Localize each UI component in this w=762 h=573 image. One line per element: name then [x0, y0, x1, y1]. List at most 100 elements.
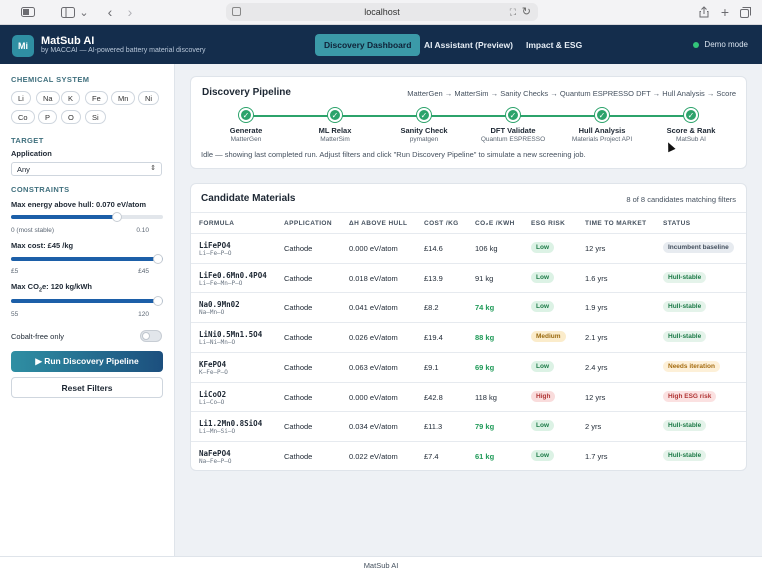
application-label: Application [11, 149, 52, 158]
time-to-market-cell: 1.7 yrs [585, 451, 608, 461]
plus-icon[interactable]: + [720, 4, 730, 20]
table-row[interactable]: Na0.9Mn02 Na–Mn–O Cathode 0.041 eV/atom £8.2… [191, 292, 746, 322]
check-icon: ✓ [595, 108, 609, 122]
cobalt-free-toggle[interactable] [140, 330, 162, 342]
run-pipeline-button[interactable]: ▶ Run Discovery Pipeline [11, 351, 163, 372]
pipeline-step: ✓ Score & Rank MatSub AI [646, 108, 736, 143]
cost-max-label: £45 [138, 268, 149, 275]
chemical-system-heading: CHEMICAL SYSTEM [11, 75, 90, 84]
table-row[interactable]: LiFe0.6Mn0.4PO4 Li–Fe–Mn–P–O Cathode 0.018 … [191, 262, 746, 293]
hull-min-label: 0 (most stable) [11, 227, 54, 234]
sidebar-icon[interactable] [60, 5, 76, 19]
column-header[interactable]: ESG RISK [531, 220, 566, 227]
table-row[interactable]: LiNi0.5Mn1.5O4 Li–Ni–Mn–O Cathode 0.026 eV/… [191, 322, 746, 352]
hull-slider-handle[interactable] [112, 212, 123, 222]
table-row[interactable]: LiFePO4 Li–Fe–P–O Cathode 0.000 eV/atom £14.… [191, 233, 746, 263]
status-badge: Needs iteration [663, 360, 720, 372]
time-to-market-cell: 1.9 yrs [585, 303, 608, 313]
tabs-icon[interactable] [739, 5, 751, 19]
formula-elements: Na–Mn–O [199, 309, 225, 317]
filter-sidebar [0, 64, 175, 556]
column-header[interactable]: ΔH ABOVE HULL [349, 220, 408, 227]
check-icon: ✓ [506, 108, 520, 122]
table-row[interactable]: Li1.2Mn0.8SiO4 Li–Mn–Si–O Cathode 0.034 eV/… [191, 411, 746, 441]
translate-icon[interactable]: ⛶ [509, 7, 516, 17]
table-row[interactable]: NaFePO4 Na–Fe–P–O Cathode 0.022 eV/atom £7.4… [191, 440, 746, 471]
table-row[interactable]: KFePO4 K–Fe–P–O Cathode 0.063 eV/atom £9.1 69… [191, 351, 746, 382]
column-header[interactable]: APPLICATION [284, 220, 332, 227]
element-chip-fe[interactable]: Fe [85, 91, 108, 105]
esg-risk-badge: Low [531, 271, 554, 283]
check-icon: ✓ [328, 108, 342, 122]
pipeline-flow: MatterGen → MatterSim → Sanity Checks → … [407, 89, 736, 98]
esg-risk-badge: Medium [531, 331, 566, 343]
cost-slider-handle[interactable] [153, 254, 163, 264]
time-to-market-cell: 2 yrs [585, 422, 602, 432]
demo-mode-indicator: Demo mode [693, 40, 748, 49]
application-cell: Cathode [284, 451, 313, 461]
column-header[interactable]: STATUS [663, 220, 691, 227]
co2-slider-handle[interactable] [153, 296, 163, 306]
chevron-down-icon[interactable]: ⌄ [79, 6, 89, 19]
application-select[interactable]: Any ⇕ [11, 162, 162, 176]
element-chip-o[interactable]: O [61, 110, 81, 124]
formula: Li1.2Mn0.8SiO4 [199, 419, 263, 429]
element-chip-co[interactable]: Co [11, 110, 35, 124]
hull-slider-label: Max energy above hull: 0.070 eV/atom [11, 200, 147, 209]
table-row[interactable]: LiCoO2 Li–Co–O Cathode 0.000 eV/atom £42.8 11… [191, 381, 746, 412]
demo-mode-label: Demo mode [704, 40, 748, 49]
tab-impact-esg[interactable]: Impact & ESG [526, 40, 583, 50]
reset-filters-button[interactable]: Reset Filters [11, 377, 163, 398]
pipeline-step: ✓ ML Relax MatterSim [290, 108, 380, 143]
address-bar[interactable]: localhost ⛶ ↻ [226, 3, 538, 21]
chevron-left-icon[interactable]: ‹ [107, 4, 113, 20]
step-tool: Quantum ESPRESSO [480, 136, 546, 143]
application-cell: Cathode [284, 273, 313, 283]
step-name: Sanity Check [400, 126, 448, 135]
formula-elements: Li–Mn–Si–O [199, 428, 236, 436]
step-name: Score & Rank [666, 126, 716, 135]
element-chip-k[interactable]: K [61, 91, 81, 105]
share-icon[interactable] [698, 5, 710, 19]
element-chip-p[interactable]: P [38, 110, 58, 124]
application-cell: Cathode [284, 303, 313, 313]
application-cell: Cathode [284, 362, 313, 372]
time-to-market-cell: 12 yrs [585, 392, 606, 402]
element-chip-si[interactable]: Si [85, 110, 106, 124]
window-icon[interactable] [20, 5, 36, 19]
formula: KFePO4 [199, 359, 227, 369]
status-badge: Hull-stable [663, 449, 707, 461]
esg-risk-badge: Low [531, 420, 554, 432]
column-header[interactable]: FORMULA [199, 220, 235, 227]
hull-slider[interactable] [11, 212, 163, 222]
check-icon: ✓ [684, 108, 698, 122]
tab-ai-assistant[interactable]: AI Assistant (Preview) [424, 40, 513, 50]
column-header[interactable]: COST /KG [424, 220, 459, 227]
element-chip-ni[interactable]: Ni [138, 91, 160, 105]
constraints-heading: CONSTRAINTS [11, 185, 70, 194]
co2-slider[interactable] [11, 296, 163, 306]
co2-label-subscript: 2 [38, 287, 42, 294]
status-badge: High ESG risk [663, 390, 717, 402]
tab-discovery-dashboard[interactable]: Discovery Dashboard [315, 34, 421, 56]
column-header[interactable]: CO₂E /KWH [475, 220, 515, 227]
element-chip-li[interactable]: Li [11, 91, 31, 105]
footer-text: MatSub AI [363, 560, 399, 570]
element-chip-na[interactable]: Na [36, 91, 60, 105]
app-header: Mi MatSub AI by MACCAI — AI-powered batt… [0, 25, 762, 64]
hull-cell: 0.034 eV/atom [349, 422, 398, 432]
cost-slider[interactable] [11, 254, 163, 264]
chevron-right-icon[interactable]: › [127, 4, 133, 20]
hull-slider-fill [11, 215, 118, 219]
hull-cell: 0.018 eV/atom [349, 273, 398, 283]
column-header[interactable]: TIME TO MARKET [585, 220, 647, 227]
reload-icon[interactable]: ↻ [521, 6, 531, 18]
hull-cell: 0.026 eV/atom [349, 333, 398, 343]
esg-risk-badge: Low [531, 301, 554, 313]
status-badge: Hull-stable [663, 301, 707, 313]
formula: LiNi0.5Mn1.5O4 [199, 330, 263, 340]
cost-min-label: £5 [11, 268, 19, 275]
co2-label-suffix: e: 120 kg/kWh [42, 282, 93, 291]
formula-elements: Li–Fe–P–O [199, 250, 232, 257]
element-chip-mn[interactable]: Mn [111, 91, 136, 105]
